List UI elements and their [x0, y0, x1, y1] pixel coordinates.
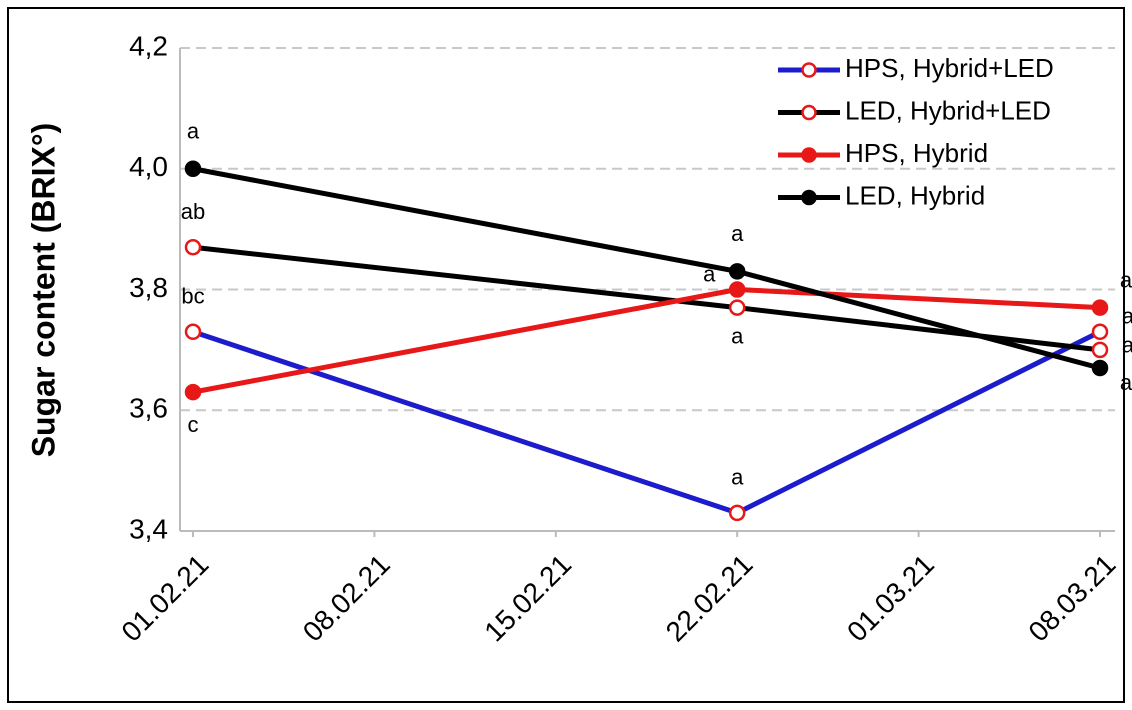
- legend-marker: [801, 104, 817, 121]
- frame: [7, 7, 1125, 703]
- point-marker: [184, 383, 202, 401]
- y-tick-label: 4,0: [129, 151, 168, 182]
- y-axis-title: Sugar content (BRIX°): [25, 123, 61, 458]
- point-marker: [1091, 299, 1109, 316]
- legend-label: HPS, Hybrid+LED: [845, 53, 1054, 83]
- point-label: a: [731, 465, 744, 490]
- point-label: ab: [181, 199, 205, 224]
- point-label: a: [1120, 370, 1132, 395]
- point-label: a: [187, 119, 200, 144]
- point-marker: [728, 263, 746, 280]
- y-tick-label: 3,4: [129, 513, 168, 544]
- legend-label: LED, Hybrid: [845, 180, 985, 210]
- legend-marker: [801, 147, 817, 163]
- y-tick-label: 3,8: [129, 272, 168, 303]
- legend-marker: [801, 189, 817, 206]
- point-marker: [728, 504, 746, 522]
- legend-marker: [801, 62, 817, 78]
- point-marker: [1091, 359, 1109, 377]
- point-marker: [1091, 341, 1109, 359]
- point-label: c: [188, 412, 199, 437]
- point-label: a: [1122, 333, 1132, 358]
- point-marker: [1091, 323, 1109, 341]
- point-marker: [184, 238, 202, 256]
- point-label: a: [731, 323, 744, 348]
- point-label: bc: [181, 284, 204, 309]
- y-tick-label: 3,6: [129, 393, 168, 424]
- point-marker: [184, 160, 202, 177]
- point-marker: [184, 323, 202, 341]
- point-marker: [728, 281, 746, 298]
- y-tick-label: 4,2: [129, 30, 168, 61]
- legend-label: LED, Hybrid+LED: [845, 95, 1051, 125]
- point-label: a: [1122, 304, 1132, 329]
- point-label: a: [731, 221, 744, 246]
- point-marker: [728, 299, 746, 316]
- legend-label: HPS, Hybrid: [845, 138, 988, 168]
- point-label: a: [1120, 267, 1132, 292]
